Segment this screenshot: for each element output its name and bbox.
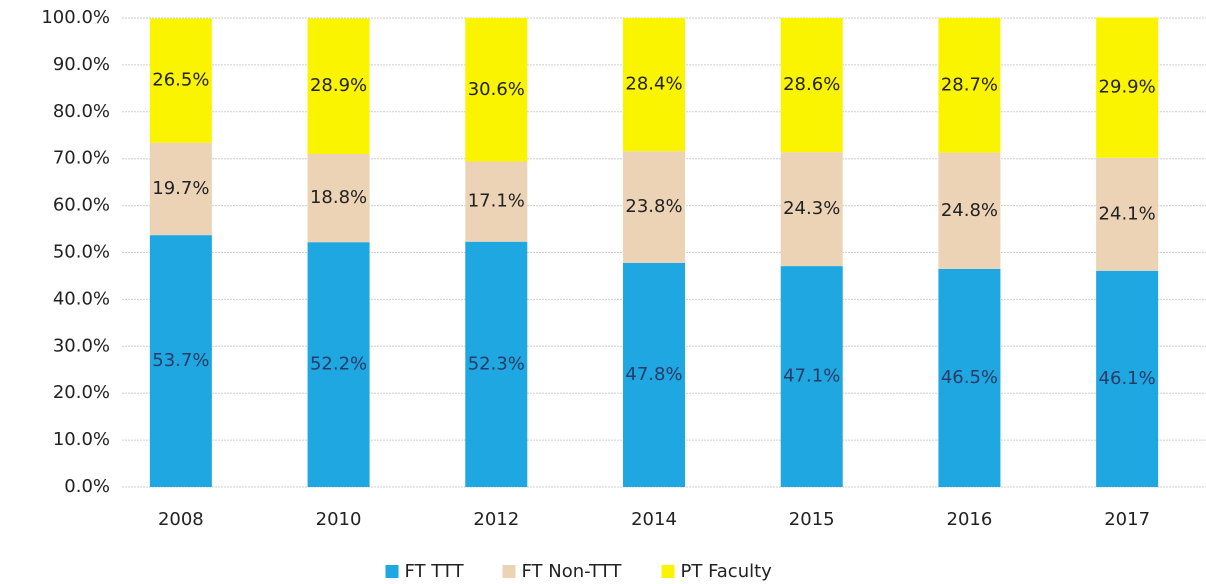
x-tick-label: 2015 — [789, 509, 835, 530]
bar-segment — [623, 151, 685, 263]
data-label: 47.1% — [783, 366, 840, 387]
y-tick-label: 60.0% — [53, 195, 110, 216]
bar-segment — [780, 152, 843, 267]
data-label: 28.4% — [625, 74, 682, 95]
bar-segment — [307, 242, 370, 487]
data-label: 47.8% — [625, 364, 682, 385]
y-tick-label: 90.0% — [53, 54, 110, 75]
data-label: 24.1% — [1099, 203, 1156, 224]
data-label: 18.8% — [310, 187, 367, 208]
x-tick-label: 2010 — [316, 509, 362, 530]
data-label: 30.6% — [468, 79, 525, 100]
bar-segment — [149, 142, 212, 236]
bar-segment — [1096, 157, 1159, 271]
bar-segment — [149, 235, 212, 487]
x-tick-label: 2012 — [473, 509, 519, 530]
bar-segment — [307, 154, 370, 243]
y-tick-label: 30.0% — [53, 335, 110, 356]
bar-segment — [780, 18, 843, 153]
data-label: 53.7% — [152, 350, 209, 371]
data-label: 46.5% — [941, 367, 998, 388]
y-tick-label: 0.0% — [64, 476, 110, 497]
bar-segment — [1096, 17, 1159, 158]
bar-segment — [623, 18, 685, 152]
bar-segment — [465, 161, 528, 242]
legend-swatch — [661, 565, 675, 578]
data-label: 28.9% — [310, 75, 367, 96]
data-label: 26.5% — [152, 70, 209, 91]
y-tick-label: 20.0% — [53, 382, 110, 403]
y-tick-label: 100.0% — [41, 7, 110, 28]
legend-label: PT Faculty — [681, 561, 773, 582]
data-label: 52.3% — [468, 353, 525, 374]
data-label: 52.2% — [310, 354, 367, 375]
y-tick-label: 40.0% — [53, 288, 110, 309]
legend-label: FT Non-TTT — [522, 561, 623, 582]
bar-segment — [780, 266, 843, 487]
bar-segment — [465, 241, 528, 487]
x-tick-label: 2014 — [631, 509, 677, 530]
y-tick-label: 10.0% — [53, 429, 110, 450]
legend-swatch — [502, 565, 516, 578]
bar-segment — [938, 18, 1001, 153]
y-tick-label: 70.0% — [53, 148, 110, 169]
bar-segment — [465, 18, 528, 162]
legend-swatch — [385, 565, 399, 578]
data-label: 24.8% — [941, 200, 998, 221]
data-label: 29.9% — [1099, 77, 1156, 98]
data-label: 28.7% — [941, 74, 998, 95]
bar-segment — [938, 268, 1001, 487]
data-label: 46.1% — [1099, 368, 1156, 389]
x-tick-label: 2016 — [947, 509, 993, 530]
legend-label: FT TTT — [405, 561, 465, 582]
bar-segment — [938, 152, 1001, 269]
data-label: 17.1% — [468, 191, 525, 212]
data-label: 23.8% — [625, 196, 682, 217]
y-tick-label: 50.0% — [53, 242, 110, 263]
bar-segment — [1096, 270, 1159, 487]
bar-segment — [307, 18, 370, 155]
x-tick-label: 2008 — [158, 509, 204, 530]
data-label: 28.6% — [783, 74, 840, 95]
data-label: 19.7% — [152, 178, 209, 199]
x-tick-label: 2017 — [1104, 509, 1150, 530]
bar-segment — [149, 18, 212, 143]
bar-segment — [623, 262, 685, 487]
data-label: 24.3% — [783, 198, 840, 219]
y-tick-label: 80.0% — [53, 101, 110, 122]
